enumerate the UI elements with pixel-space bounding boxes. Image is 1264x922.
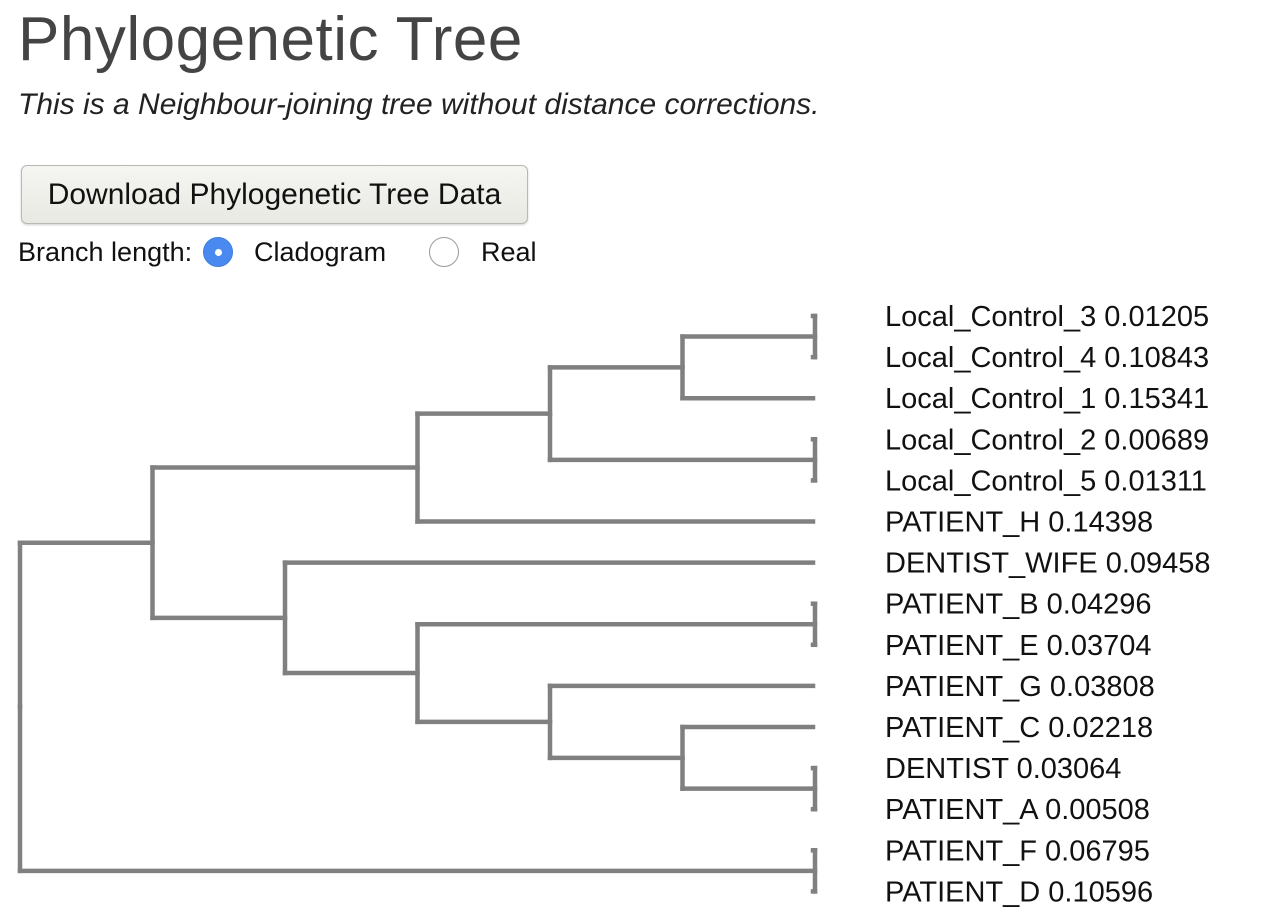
leaf-label: PATIENT_B 0.04296 <box>885 589 1152 621</box>
page-subtitle: This is a Neighbour-joining tree without… <box>18 88 820 121</box>
real-option-label[interactable]: Real <box>481 237 537 267</box>
tree-branches <box>17 313 818 894</box>
leaf-label: Local_Control_5 0.01311 <box>885 465 1207 497</box>
branch-length-label: Branch length: <box>18 237 193 267</box>
leaf-label: PATIENT_F 0.06795 <box>885 835 1150 867</box>
page-title: Phylogenetic Tree <box>18 5 523 74</box>
branch-length-control: Branch length: Cladogram Real <box>18 232 578 272</box>
leaf-label: PATIENT_E 0.03704 <box>885 630 1152 662</box>
leaf-label: DENTIST_WIFE 0.09458 <box>885 548 1211 580</box>
leaf-label: Local_Control_3 0.01205 <box>885 301 1209 333</box>
leaf-label: PATIENT_D 0.10596 <box>885 876 1153 908</box>
leaf-label: PATIENT_H 0.14398 <box>885 507 1153 539</box>
leaf-label: PATIENT_A 0.00508 <box>885 794 1150 826</box>
leaf-label: DENTIST 0.03064 <box>885 753 1121 785</box>
leaf-label: Local_Control_1 0.15341 <box>885 383 1209 415</box>
leaf-label: Local_Control_2 0.00689 <box>885 424 1209 456</box>
tree-leaf-labels: Local_Control_3 0.01205 Local_Control_4 0… <box>885 301 1211 908</box>
leaf-label: PATIENT_G 0.03808 <box>885 671 1155 703</box>
leaf-label: PATIENT_C 0.02218 <box>885 712 1153 744</box>
download-tree-data-button[interactable]: Download Phylogenetic Tree Data <box>21 165 528 224</box>
cladogram-radio[interactable] <box>203 237 233 267</box>
leaf-label: Local_Control_4 0.10843 <box>885 342 1209 374</box>
real-radio[interactable] <box>429 237 459 267</box>
cladogram-option-label[interactable]: Cladogram <box>254 237 387 267</box>
